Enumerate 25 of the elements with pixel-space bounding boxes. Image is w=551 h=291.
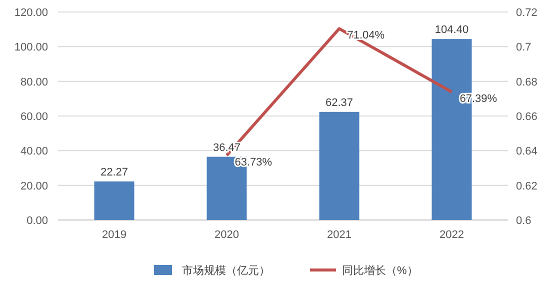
y-tick-label: 60.00 bbox=[20, 111, 48, 123]
x-tick-label: 2019 bbox=[102, 229, 126, 241]
legend-label: 同比增长（%） bbox=[342, 264, 418, 277]
x-tick-label: 2022 bbox=[440, 229, 464, 241]
y2-tick-label: 0.62 bbox=[516, 180, 538, 192]
y-tick-label: 80.00 bbox=[20, 76, 48, 88]
y2-tick-label: 0.72 bbox=[516, 7, 538, 19]
y-tick-label: 100.00 bbox=[14, 42, 48, 54]
y2-tick-label: 0.66 bbox=[516, 111, 538, 123]
y2-tick-label: 0.6 bbox=[516, 215, 532, 227]
bar bbox=[94, 181, 134, 220]
x-tick-label: 2021 bbox=[327, 229, 352, 241]
y-tick-label: 120.00 bbox=[14, 7, 48, 19]
y-tick-label: 20.00 bbox=[20, 180, 48, 192]
legend-label: 市场规模（亿元） bbox=[182, 264, 270, 277]
data-label: 104.40 bbox=[434, 24, 469, 36]
data-label: 62.37 bbox=[325, 96, 354, 109]
bar bbox=[319, 112, 360, 220]
x-tick-label: 2020 bbox=[214, 229, 239, 241]
y-tick-label: 40.00 bbox=[20, 146, 48, 158]
y2-tick-label: 0.64 bbox=[516, 146, 538, 158]
y2-tick-label: 0.68 bbox=[516, 76, 538, 88]
data-label: 22.27 bbox=[100, 166, 128, 178]
y2-tick-label: 0.7 bbox=[516, 42, 532, 54]
y-tick-label: 0.00 bbox=[26, 215, 48, 227]
